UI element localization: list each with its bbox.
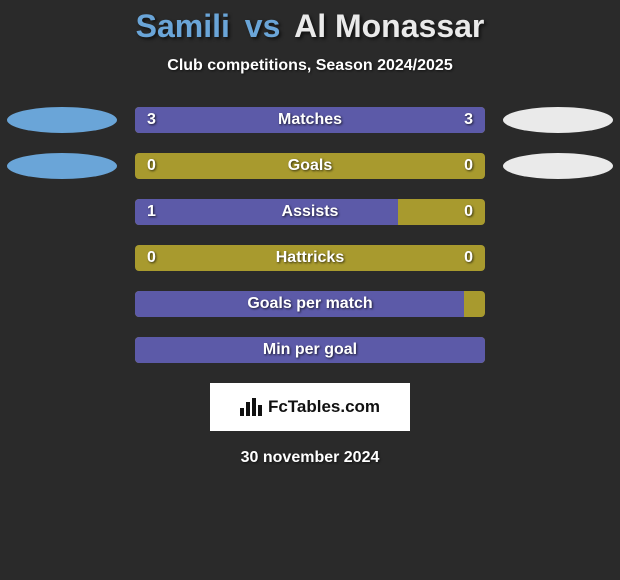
bar-fill-left xyxy=(135,337,485,363)
stat-value-right: 0 xyxy=(464,199,473,225)
stat-row: Min per goal xyxy=(0,337,620,363)
stat-label: Hattricks xyxy=(135,245,485,271)
title-vs: vs xyxy=(245,8,281,44)
stat-value-left: 3 xyxy=(147,107,156,133)
stat-value-left: 0 xyxy=(147,153,156,179)
stat-bar: Matches33 xyxy=(135,107,485,133)
stat-bar: Goals per match xyxy=(135,291,485,317)
bars-icon xyxy=(240,398,262,416)
bar-fill-left xyxy=(135,291,464,317)
stat-label: Goals xyxy=(135,153,485,179)
bar-fill-left xyxy=(135,199,398,225)
stat-row: Assists10 xyxy=(0,199,620,225)
stat-value-right: 0 xyxy=(464,245,473,271)
stat-value-left: 1 xyxy=(147,199,156,225)
title-player2: Al Monassar xyxy=(294,8,484,44)
logo-text: FcTables.com xyxy=(268,397,380,417)
page-title: Samili vs Al Monassar xyxy=(0,8,620,45)
stat-row: Hattricks0 0 xyxy=(0,245,620,271)
stats-list: Matches33Goals00Assists10Hattricks00Goal… xyxy=(0,107,620,363)
stat-bar: Min per goal xyxy=(135,337,485,363)
stat-bar: Goals0 0 xyxy=(135,153,485,179)
stat-value-left: 0 xyxy=(147,245,156,271)
subtitle: Club competitions, Season 2024/2025 xyxy=(0,57,620,75)
stat-row: Goals0 0 xyxy=(0,153,620,179)
player2-oval xyxy=(503,107,613,133)
player2-oval xyxy=(503,153,613,179)
stat-value-right: 0 xyxy=(464,153,473,179)
source-logo: FcTables.com xyxy=(210,383,410,431)
player1-oval xyxy=(7,107,117,133)
stat-row: Matches33 xyxy=(0,107,620,133)
bar-fill-right xyxy=(310,107,485,133)
player1-oval xyxy=(7,153,117,179)
stat-bar: Hattricks0 0 xyxy=(135,245,485,271)
date-label: 30 november 2024 xyxy=(0,449,620,467)
stat-row: Goals per match xyxy=(0,291,620,317)
stat-bar: Assists10 xyxy=(135,199,485,225)
comparison-widget: Samili vs Al Monassar Club competitions,… xyxy=(0,0,620,467)
bar-fill-left xyxy=(135,107,310,133)
title-player1: Samili xyxy=(136,8,230,44)
stat-value-right: 3 xyxy=(464,107,473,133)
